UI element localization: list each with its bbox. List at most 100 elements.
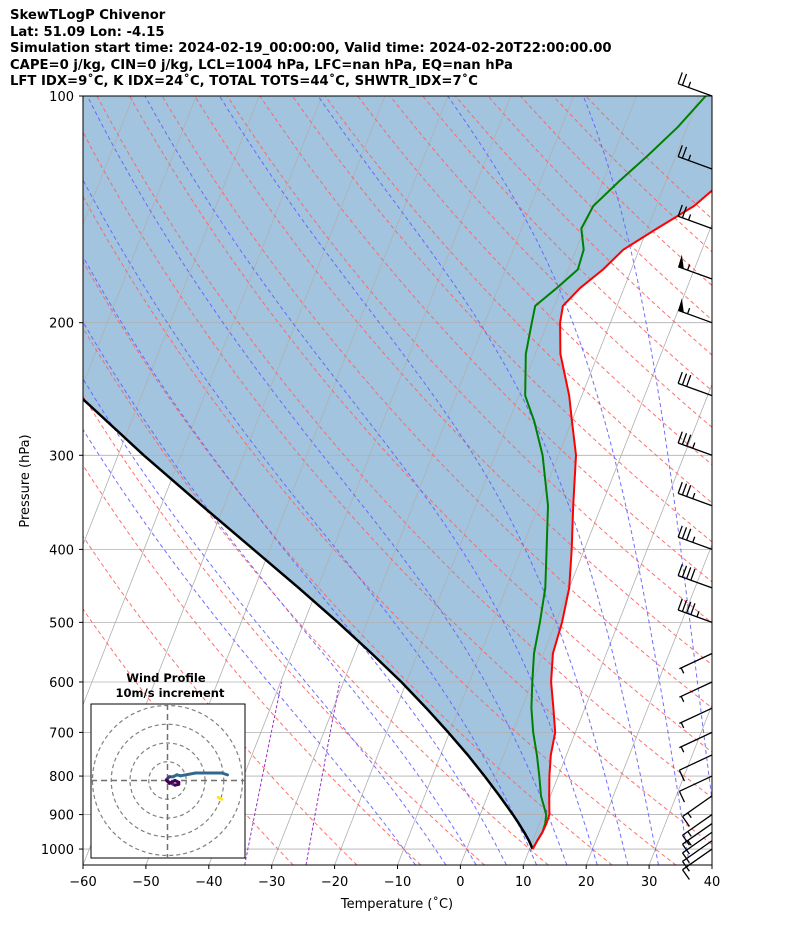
isotherm-gridline xyxy=(522,383,712,865)
station-title: SkewTLogP Chivenor xyxy=(10,8,166,23)
moist-adiabat xyxy=(317,96,659,865)
temperature-line xyxy=(531,189,712,850)
wind-barb xyxy=(681,795,713,827)
dry-adiabat xyxy=(455,96,712,356)
x-tick-label: 0 xyxy=(456,875,464,890)
x-tick-label: 20 xyxy=(578,875,595,890)
hodograph-surface-segment xyxy=(216,795,224,801)
dry-adiabat xyxy=(83,395,485,865)
wind-barb xyxy=(679,731,713,753)
y-tick-label: 900 xyxy=(49,809,74,824)
x-axis-label: Temperature (˚C) xyxy=(340,896,453,912)
wind-barb xyxy=(677,481,713,507)
isotherm-gridline xyxy=(711,863,712,865)
x-tick-label: −50 xyxy=(132,875,159,890)
y-tick-label: 800 xyxy=(49,770,74,785)
wind-barb xyxy=(677,145,713,170)
isotherm-gridline xyxy=(271,96,574,865)
isotherm-gridline xyxy=(775,96,794,865)
parcel-profile-line xyxy=(83,397,534,850)
wind-barb xyxy=(679,707,713,729)
wind-barb xyxy=(677,431,713,456)
y-tick-label: 500 xyxy=(49,616,74,631)
y-tick-label: 1000 xyxy=(41,843,74,858)
isotherm-gridline xyxy=(334,96,637,865)
dry-adiabat xyxy=(96,96,712,799)
dry-adiabat xyxy=(83,464,422,865)
isotherm-gridline xyxy=(83,96,260,546)
wind-barb xyxy=(677,72,713,97)
dry-adiabat xyxy=(129,96,712,753)
wind-barb xyxy=(677,525,713,550)
wind-barb xyxy=(677,564,713,589)
wind-barb xyxy=(681,823,713,855)
moist-adiabat xyxy=(582,96,712,805)
wind-barb xyxy=(679,681,713,703)
y-axis-label: Pressure (hPa) xyxy=(18,434,33,527)
wind-barb xyxy=(678,754,713,782)
dry-adiabat xyxy=(422,96,712,392)
x-tick-label: −40 xyxy=(195,875,222,890)
isotherm-gridline xyxy=(0,96,8,865)
y-tick-label: 300 xyxy=(49,449,74,464)
x-tick-label: 40 xyxy=(704,875,721,890)
moist-adiabat xyxy=(86,96,568,865)
isotherm-gridline xyxy=(208,96,512,865)
x-tick-label: 10 xyxy=(515,875,532,890)
dry-adiabat xyxy=(194,96,712,666)
moist-adiabat xyxy=(83,377,447,865)
wind-barb xyxy=(677,254,713,280)
moist-adiabat xyxy=(83,255,507,865)
x-tick-label: −20 xyxy=(321,875,348,890)
wind-barb xyxy=(678,775,713,803)
cape-cin-fill xyxy=(83,96,712,849)
mixing-ratio-line xyxy=(244,681,283,865)
chart-header: SkewTLogP Chivenor Lat: 51.09 Lon: -4.15… xyxy=(10,8,612,91)
x-tick-label: −30 xyxy=(258,875,285,890)
wind-barb xyxy=(677,204,713,230)
hodograph-segment xyxy=(165,779,171,785)
dry-adiabat xyxy=(83,131,712,845)
cape-line: CAPE=0 j/kg, CIN=0 j/kg, LCL=1004 hPa, L… xyxy=(10,57,513,73)
hodograph-subtitle: 10m/s increment xyxy=(116,686,225,700)
wind-barb xyxy=(681,848,713,880)
dry-adiabat xyxy=(83,195,677,865)
isotherm-gridline xyxy=(0,96,70,865)
isotherm-gridline xyxy=(460,223,712,865)
isotherm-gridline xyxy=(648,703,712,865)
mixing-ratio-line xyxy=(305,681,341,865)
moist-adiabat xyxy=(219,96,629,865)
y-tick-label: 100 xyxy=(49,90,74,105)
wind-barb xyxy=(677,298,713,324)
x-tick-label: 30 xyxy=(641,875,658,890)
x-tick-label: −60 xyxy=(69,875,96,890)
dewpoint-line xyxy=(524,96,707,850)
location-line: Lat: 51.09 Lon: -4.15 xyxy=(10,24,165,40)
isotherm-gridline xyxy=(585,543,712,865)
hodograph-segment xyxy=(179,771,198,778)
moist-adiabat xyxy=(83,428,416,865)
y-tick-label: 600 xyxy=(49,676,74,691)
y-tick-label: 200 xyxy=(49,317,74,332)
y-tick-label: 700 xyxy=(49,726,74,741)
hodograph-inset: Wind Profile 10m/s increment xyxy=(90,671,246,859)
x-tick-label: −10 xyxy=(384,875,411,890)
index-line: LFT IDX=9˚C, K IDX=24˚C, TOTAL TOTS=44˚C… xyxy=(10,74,478,89)
hodograph-title: Wind Profile xyxy=(126,671,206,685)
dry-adiabat xyxy=(389,96,712,428)
isotherm-gridline xyxy=(83,96,197,386)
dry-adiabat xyxy=(259,96,712,583)
wind-barb xyxy=(681,831,713,864)
wind-barb xyxy=(677,598,713,623)
wind-barb xyxy=(681,840,713,872)
wind-barb xyxy=(681,814,713,846)
dry-adiabat xyxy=(226,96,712,624)
dry-adiabat xyxy=(161,96,712,709)
dry-adiabat xyxy=(83,327,549,865)
y-tick-label: 400 xyxy=(49,543,74,558)
time-line: Simulation start time: 2024-02-19_00:00:… xyxy=(10,41,612,56)
dry-adiabat xyxy=(552,96,712,253)
wind-barb xyxy=(677,371,713,397)
wind-barb xyxy=(679,652,713,674)
